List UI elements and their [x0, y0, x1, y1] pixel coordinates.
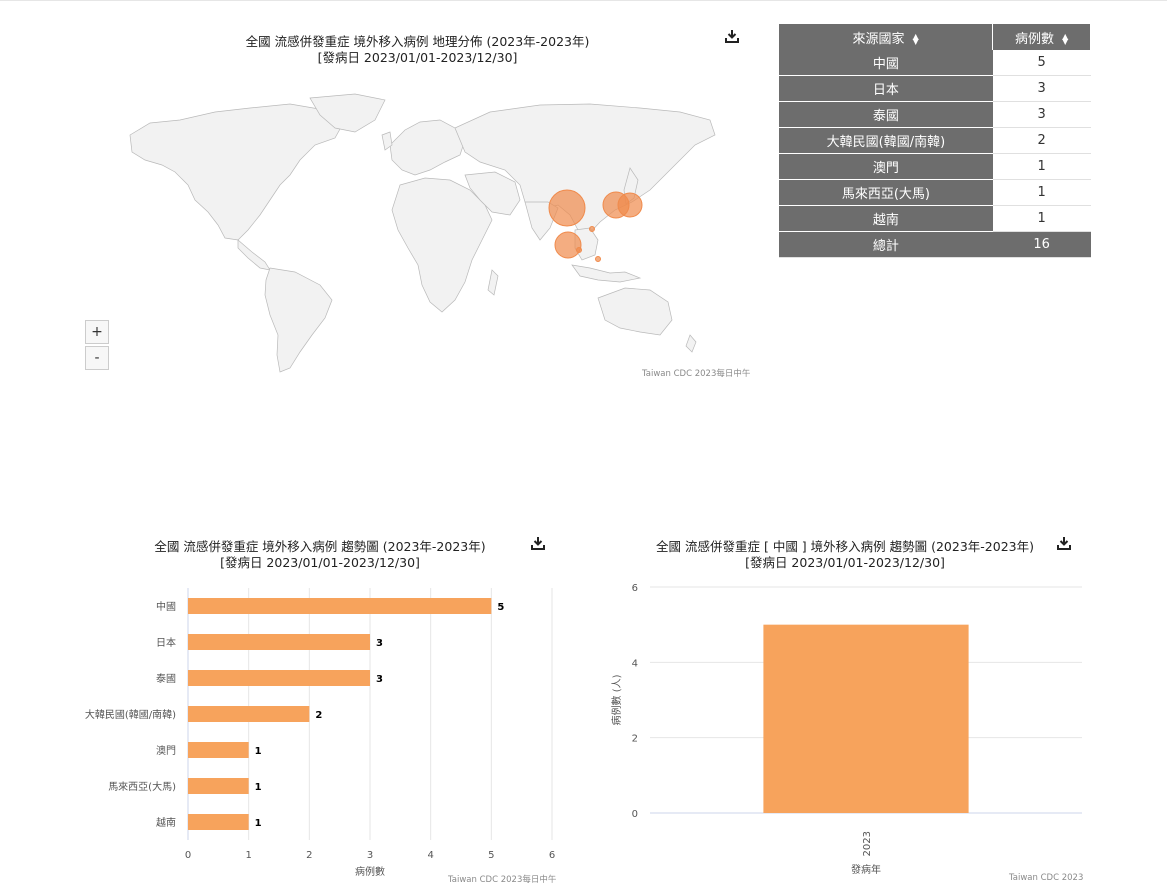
bar[interactable] — [188, 814, 249, 830]
y-tick-label: 2 — [632, 734, 638, 745]
bar2-title-text: 全國 流感併發重症 [ 中國 ] 境外移入病例 趨勢圖 (2023年-2023年… — [656, 539, 1034, 554]
country-cell: 大韓民國(韓國/南韓) — [779, 127, 993, 154]
table-total-row: 總計 16 — [779, 231, 1091, 258]
x-tick-label: 3 — [367, 850, 373, 861]
world-map[interactable] — [120, 90, 730, 375]
count-cell: 1 — [992, 205, 1091, 232]
country-cell: 澳門 — [779, 153, 993, 180]
data-label: 1 — [255, 746, 262, 757]
table-row: 越南 1 — [779, 205, 1091, 232]
y-category-label: 泰國 — [156, 672, 176, 685]
map-title-text: 全國 流感併發重症 境外移入病例 地理分佈 (2023年-2023年) — [245, 34, 590, 49]
bar1-download-icon[interactable] — [530, 535, 546, 551]
bar[interactable] — [763, 624, 969, 813]
bar1-title: 全國 流感併發重症 境外移入病例 趨勢圖 (2023年-2023年) [發病日 … — [100, 539, 540, 571]
country-cell: 越南 — [779, 205, 993, 232]
count-cell: 1 — [992, 153, 1091, 180]
bubble-macau[interactable] — [589, 226, 595, 232]
y-tick-label: 6 — [632, 583, 638, 594]
map-title: 全國 流感併發重症 境外移入病例 地理分佈 (2023年-2023年) [發病日… — [150, 34, 685, 66]
y-category-label: 日本 — [156, 636, 176, 649]
country-cell: 泰國 — [779, 101, 993, 128]
total-count-cell: 16 — [992, 231, 1091, 258]
table-row: 中國 5 — [779, 50, 1091, 76]
y-category-label: 馬來西亞(大馬) — [108, 780, 176, 793]
data-label: 1 — [255, 782, 262, 793]
y-category-label: 越南 — [156, 816, 176, 829]
bar2-subtitle-text: [發病日 2023/01/01-2023/12/30] — [745, 555, 945, 570]
col-header-country-label: 來源國家 — [852, 31, 905, 47]
table-row: 泰國 3 — [779, 101, 1091, 128]
bar[interactable] — [188, 778, 249, 794]
bar-chart-countries: 0 1 2 3 4 5 6 中國 5 日本 3 泰國 3 大韓民國(韓國/南韓) 2 澳門 1 馬來西亞(大馬) 1… — [85, 588, 555, 878]
bar2-title: 全國 流感併發重症 [ 中國 ] 境外移入病例 趨勢圖 (2023年-2023年… — [640, 539, 1050, 571]
data-label: 3 — [376, 638, 383, 649]
map-bubbles — [548, 189, 643, 262]
country-cell: 日本 — [779, 75, 993, 102]
sort-icon[interactable]: ▲ ▼ — [1062, 32, 1069, 46]
y-tick-label: 4 — [632, 658, 638, 669]
count-cell: 2 — [992, 127, 1091, 154]
table-row: 澳門 1 — [779, 153, 1091, 180]
y-category-label: 中國 — [156, 600, 176, 613]
y-tick-label: 0 — [632, 809, 638, 820]
bubble-thailand[interactable] — [554, 231, 582, 259]
country-cell: 中國 — [779, 50, 993, 76]
count-cell: 5 — [992, 50, 1091, 76]
zoom-out-button[interactable]: - — [85, 346, 109, 370]
bar[interactable] — [188, 598, 492, 614]
data-label: 3 — [376, 674, 383, 685]
y-category-label: 大韓民國(韓國/南韓) — [85, 708, 176, 721]
col-header-count[interactable]: 病例數 ▲ ▼ — [992, 24, 1091, 50]
y-category-label: 澳門 — [156, 744, 176, 757]
data-label: 2 — [315, 710, 322, 721]
bubble-china[interactable] — [548, 189, 586, 227]
table-row: 日本 3 — [779, 75, 1091, 102]
top-divider — [0, 0, 1167, 1]
count-cell: 3 — [992, 101, 1091, 128]
x-tick-label: 2 — [306, 850, 312, 861]
col-header-count-label: 病例數 — [1015, 31, 1055, 47]
bar1-credit: Taiwan CDC 2023每日中午 — [448, 875, 557, 885]
bar[interactable] — [188, 670, 370, 686]
bar-chart-china-yearly: 0 2 4 6 2023 發病年 病例數 (人) — [610, 583, 1082, 876]
map-credit: Taiwan CDC 2023每日中午 — [642, 369, 751, 379]
map-subtitle-text: [發病日 2023/01/01-2023/12/30] — [317, 50, 518, 65]
bar[interactable] — [188, 634, 370, 650]
source-country-table: 來源國家 ▲ ▼ 病例數 ▲ ▼ 中國 5 日本 3 泰國 3 大韓民國(韓國/南韓) 2 澳門… — [779, 24, 1091, 258]
x-tick-label: 5 — [488, 850, 494, 861]
table-row: 馬來西亞(大馬) 1 — [779, 179, 1091, 206]
bubble-korea[interactable] — [617, 192, 643, 218]
country-cell: 馬來西亞(大馬) — [779, 179, 993, 206]
bar[interactable] — [188, 742, 249, 758]
sort-icon[interactable]: ▲ ▼ — [912, 32, 919, 46]
count-cell: 3 — [992, 75, 1091, 102]
data-label: 5 — [497, 602, 504, 613]
bubble-vietnam[interactable] — [595, 256, 601, 262]
bar1-subtitle-text: [發病日 2023/01/01-2023/12/30] — [220, 555, 420, 570]
col-header-country[interactable]: 來源國家 ▲ ▼ — [779, 24, 994, 50]
x-tick-label: 1 — [245, 850, 251, 861]
data-label: 1 — [255, 818, 262, 829]
map-land — [129, 93, 716, 373]
y-axis-title: 病例數 (人) — [610, 674, 623, 725]
zoom-in-button[interactable]: + — [85, 320, 109, 344]
x-axis-title: 病例數 — [355, 865, 385, 878]
bubble-malaysia[interactable] — [576, 247, 582, 253]
total-label-cell: 總計 — [779, 231, 993, 258]
bar[interactable] — [188, 706, 310, 722]
map-download-icon[interactable] — [724, 28, 740, 44]
bar2-credit: Taiwan CDC 2023 — [1009, 873, 1084, 883]
bar1-title-text: 全國 流感併發重症 境外移入病例 趨勢圖 (2023年-2023年) — [154, 539, 486, 554]
x-category-label: 2023 — [862, 831, 873, 856]
x-axis-title: 發病年 — [851, 863, 881, 876]
x-tick-label: 0 — [185, 850, 191, 861]
x-tick-label: 4 — [427, 850, 433, 861]
bar2-download-icon[interactable] — [1056, 535, 1072, 551]
x-tick-label: 6 — [549, 850, 555, 861]
table-row: 大韓民國(韓國/南韓) 2 — [779, 127, 1091, 154]
count-cell: 1 — [992, 179, 1091, 206]
